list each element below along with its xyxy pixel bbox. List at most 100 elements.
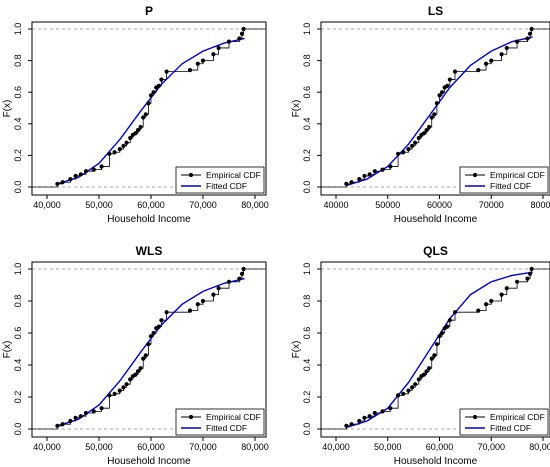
empirical-point bbox=[124, 140, 129, 145]
empirical-point bbox=[78, 172, 83, 177]
empirical-point bbox=[489, 298, 494, 304]
empirical-point bbox=[73, 173, 78, 179]
legend-fitted-label: Fitted CDF bbox=[206, 181, 247, 191]
legend-box bbox=[459, 166, 549, 194]
empirical-point bbox=[128, 377, 133, 382]
empirical-point bbox=[357, 177, 362, 182]
x-tick-label: 60,000 bbox=[426, 442, 454, 452]
empirical-point bbox=[413, 382, 418, 387]
empirical-point bbox=[380, 409, 385, 414]
empirical-point bbox=[476, 308, 481, 313]
empirical-point bbox=[195, 61, 200, 66]
empirical-point bbox=[159, 77, 164, 82]
empirical-point bbox=[141, 356, 146, 361]
empirical-point bbox=[241, 266, 246, 272]
empirical-point bbox=[237, 36, 242, 41]
empirical-point bbox=[164, 310, 169, 315]
x-tick-label: 80,000 bbox=[241, 442, 269, 452]
chart-panel: QLS 0.0 0.2 0.4 0.6 0.8 1.0 40,000 50,000 60,000 7… bbox=[291, 244, 550, 467]
empirical-point bbox=[401, 150, 406, 155]
empirical-point bbox=[452, 69, 458, 74]
empirical-point bbox=[388, 406, 393, 411]
x-axis-label: Household Income bbox=[107, 214, 191, 225]
empirical-point bbox=[143, 353, 148, 358]
empirical-point bbox=[529, 266, 534, 272]
empirical-point bbox=[396, 151, 401, 156]
empirical-point bbox=[141, 115, 146, 120]
legend-fitted-label: Fitted CDF bbox=[206, 423, 247, 433]
empirical-point bbox=[499, 52, 504, 57]
y-tick-label: 0.4 bbox=[13, 359, 23, 372]
empirical-point bbox=[151, 90, 156, 95]
y-tick-label: 0.8 bbox=[13, 54, 23, 67]
x-axis-label: Household Income bbox=[394, 456, 478, 467]
empirical-point bbox=[344, 181, 349, 186]
empirical-point bbox=[83, 169, 89, 174]
empirical-point bbox=[68, 418, 73, 424]
empirical-point bbox=[429, 115, 434, 120]
empirical-point bbox=[112, 150, 117, 155]
empirical-point bbox=[504, 45, 509, 51]
empirical-point bbox=[349, 180, 354, 185]
empirical-cdf-steps bbox=[321, 268, 550, 430]
empirical-point bbox=[55, 181, 60, 186]
empirical-point bbox=[133, 372, 138, 377]
x-tick-label: 40,000 bbox=[33, 442, 61, 452]
empirical-point bbox=[239, 31, 245, 36]
empirical-point bbox=[112, 391, 117, 396]
y-tick-label: 1.0 bbox=[13, 23, 23, 36]
x-tick-label: 40000 bbox=[323, 200, 348, 210]
y-tick-label: 0.2 bbox=[13, 149, 23, 162]
y-tick-label: 0.6 bbox=[302, 327, 312, 340]
empirical-point bbox=[99, 164, 104, 169]
legend-box bbox=[459, 408, 549, 436]
empirical-point bbox=[380, 167, 385, 172]
empirical-point bbox=[78, 414, 83, 419]
empirical-point bbox=[211, 52, 216, 57]
empirical-point bbox=[211, 292, 216, 297]
empirical-point bbox=[489, 58, 494, 63]
x-tick-label: 50,000 bbox=[374, 442, 402, 452]
fitted-cdf-line bbox=[346, 271, 533, 429]
y-tick-label: 0.8 bbox=[13, 295, 23, 308]
plot-frame bbox=[320, 261, 550, 438]
y-tick-label: 0.2 bbox=[302, 149, 312, 162]
legend-fitted-label: Fitted CDF bbox=[490, 181, 531, 191]
empirical-point bbox=[187, 67, 193, 73]
empirical-point bbox=[413, 140, 418, 145]
x-tick-label: 80000 bbox=[530, 200, 550, 210]
empirical-point bbox=[164, 69, 169, 74]
empirical-point bbox=[216, 286, 221, 291]
y-axis-label: F(x) bbox=[2, 341, 13, 359]
empirical-point bbox=[367, 172, 372, 177]
empirical-point bbox=[83, 410, 89, 416]
y-tick-label: 0.0 bbox=[13, 181, 23, 194]
empirical-point bbox=[527, 271, 533, 276]
y-tick-label: 0.0 bbox=[302, 423, 312, 436]
chart-panel: P 0.0 0.2 0.4 0.6 0.8 1.0 40,000 50,000 60,000 70,… bbox=[2, 4, 269, 225]
empirical-point bbox=[349, 422, 354, 427]
empirical-point bbox=[432, 112, 437, 117]
y-tick-label: 0.0 bbox=[13, 423, 23, 436]
empirical-point bbox=[372, 169, 377, 174]
empirical-point bbox=[200, 58, 206, 63]
panel-title: QLS bbox=[423, 244, 448, 258]
empirical-point bbox=[73, 415, 78, 420]
empirical-point bbox=[483, 61, 489, 66]
empirical-point bbox=[515, 279, 520, 284]
panel-title: P bbox=[145, 4, 153, 18]
empirical-point bbox=[434, 101, 440, 106]
empirical-point bbox=[60, 180, 65, 185]
x-tick-label: 80,000 bbox=[241, 200, 269, 210]
empirical-point bbox=[91, 409, 96, 414]
x-tick-label: 60,000 bbox=[137, 200, 165, 210]
empirical-point bbox=[159, 318, 164, 323]
empirical-cdf-steps bbox=[32, 268, 266, 430]
empirical-point bbox=[117, 146, 122, 152]
empirical-point bbox=[241, 26, 246, 32]
empirical-point bbox=[128, 135, 133, 141]
empirical-point bbox=[357, 418, 362, 424]
x-tick-label: 40,000 bbox=[322, 442, 350, 452]
x-tick-label: 50,000 bbox=[85, 442, 113, 452]
